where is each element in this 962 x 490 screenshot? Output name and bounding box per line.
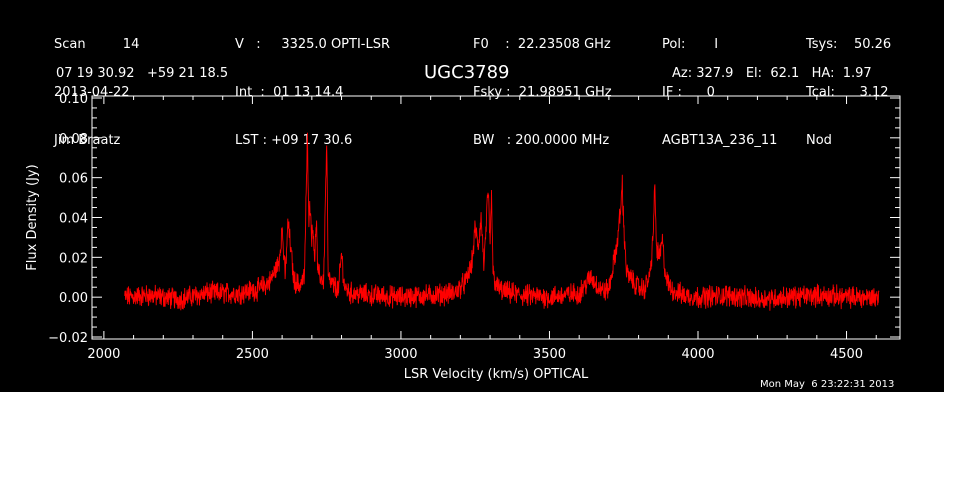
source-name: UGC3789: [424, 62, 510, 83]
pointing-info: Az: 327.9 El: 62.1 HA: 1.97: [672, 66, 872, 81]
y-tick-label: 0.00: [59, 291, 88, 306]
header-text: LST : +09 17 30.6: [235, 133, 353, 148]
source-coordinates: 07 19 30.92 +59 21 18.5: [56, 66, 229, 81]
x-tick-label: 2500: [236, 347, 269, 362]
header-text: Pol: I: [662, 37, 719, 52]
y-tick-label: 0.02: [59, 251, 88, 266]
spectrum-line: [124, 132, 880, 311]
x-tick-label: 4500: [830, 347, 863, 362]
x-tick-label: 4000: [681, 347, 714, 362]
x-tick-label: 3500: [533, 347, 566, 362]
header-text: Jim Braatz: [54, 133, 121, 148]
y-tick-label: 0.06: [59, 172, 88, 187]
header-text: Nod: [806, 133, 832, 148]
header-text: Scan 14: [54, 37, 140, 52]
header-text: Tsys: 50.26: [806, 37, 892, 52]
header-text: BW : 200.0000 MHz: [473, 133, 610, 148]
header-column-polarization: Pol: I IF : 0 AGBT13A_236_11: [662, 5, 777, 181]
header-text: IF : 0: [662, 85, 715, 100]
header-text: V : 3325.0 OPTI-LSR: [235, 37, 391, 52]
x-tick-label: 2000: [87, 347, 120, 362]
y-tick-label: −0.02: [48, 331, 88, 346]
y-axis-label: Flux Density (Jy): [25, 164, 40, 270]
header-text: AGBT13A_236_11: [662, 133, 778, 148]
y-tick-label: 0.04: [59, 212, 88, 227]
x-tick-label: 3000: [384, 347, 417, 362]
y-tick-label: 0.10: [59, 92, 88, 107]
spectrum-layer: [124, 132, 880, 311]
y-tick-label: 0.08: [59, 132, 88, 147]
plot-timestamp: Mon May 6 23:22:31 2013: [760, 379, 895, 390]
x-axis-label: LSR Velocity (km/s) OPTICAL: [404, 367, 589, 382]
header-text: F0 : 22.23508 GHz: [473, 37, 611, 52]
axis-ticks: 2000 2500 3000 3500 4000 4500 −0.02 0.00 0.02 0.0…: [48, 92, 900, 362]
plot-panel: Scan 14 2013-04-22 Jim Braatz V : 3325.0…: [0, 0, 944, 392]
